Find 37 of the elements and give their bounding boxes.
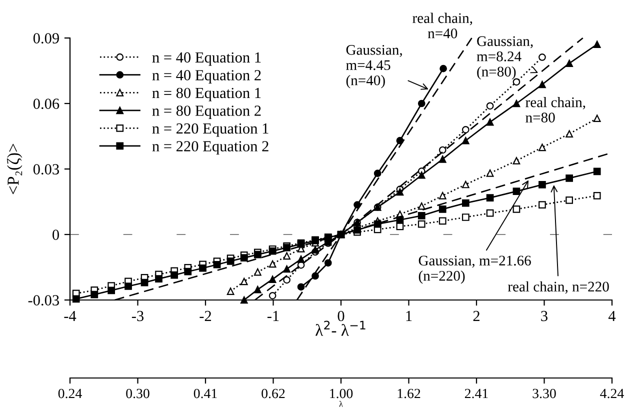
x-tick-label: -3 — [132, 310, 144, 322]
category-label: 0.24 — [58, 388, 82, 398]
x-tick-label: 2 — [473, 310, 480, 322]
legend-label: n = 220 Equation 1 — [152, 123, 268, 137]
y-axis-title: <P₂(ζ)> — [6, 144, 22, 194]
y-tick-label: 0.06 — [33, 98, 60, 110]
y-tick-label: 0.03 — [33, 164, 59, 175]
y-tick-label: 0 — [52, 230, 59, 240]
category-label: 1.62 — [398, 388, 420, 398]
text: λ — [339, 400, 343, 407]
category-label: 3.30 — [532, 388, 556, 398]
category-label: 0.30 — [126, 388, 150, 398]
annotation: real chain, n=220 — [508, 281, 609, 294]
x-tick-label: -2 — [200, 310, 212, 322]
legend-label: n = 40 Equation 2 — [152, 70, 261, 84]
x-tick-label: 3 — [541, 310, 548, 322]
category-label: 0.41 — [194, 388, 217, 398]
y-tick-label: -0.03 — [28, 295, 59, 306]
legend-label: n = 80 Equation 1 — [152, 88, 261, 102]
category-label: 1.00 — [330, 388, 353, 398]
x-tick-label: 0 — [338, 310, 344, 322]
x-tick-label: 4 — [608, 310, 616, 322]
annotation: real chain, n=80 — [526, 96, 586, 122]
annotation: real chain, n=40 — [412, 12, 472, 38]
x-axis-title: λ$^{2}$- λ$^{−1}$ — [316, 320, 366, 336]
legend-label: n = 40 Equation 1 — [152, 52, 261, 66]
category-label: 2.41 — [464, 388, 488, 398]
y-tick-label: 0.09 — [33, 33, 59, 44]
legend-label: n = 220 Equation 2 — [152, 141, 268, 155]
category-label: 4.24 — [600, 388, 624, 398]
x-tick-label: 1 — [406, 310, 412, 322]
category-label: 0.62 — [262, 388, 285, 398]
annotation: Gaussian, m=4.45 (n=40) — [346, 45, 402, 88]
x-tick-label: -4 — [64, 310, 76, 322]
legend-label: n = 80 Equation 2 — [152, 106, 261, 119]
x-tick-label: -1 — [267, 310, 279, 322]
annotation: Gaussian, m=8.24 (n=80) — [476, 36, 533, 80]
